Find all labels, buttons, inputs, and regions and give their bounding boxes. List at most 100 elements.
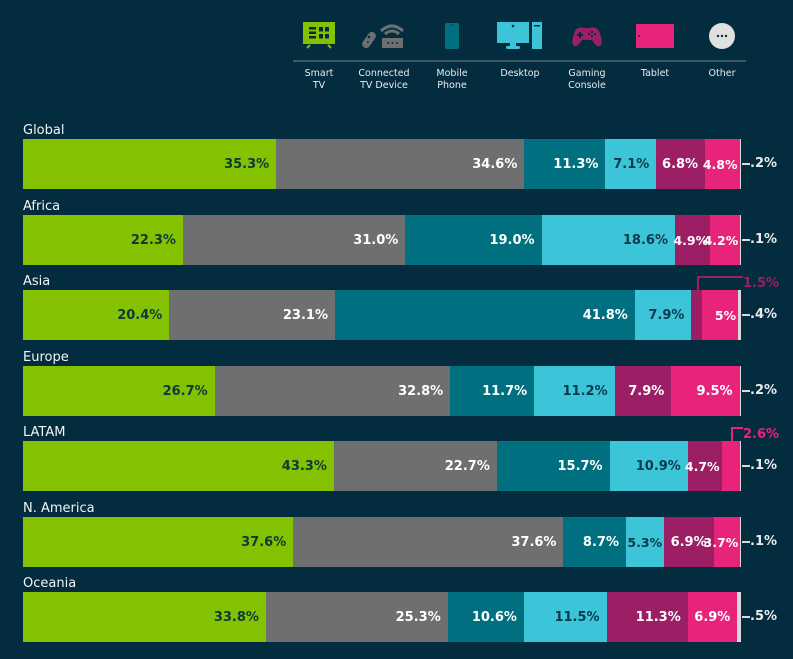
other-value-label: .2% <box>750 383 778 398</box>
bar-segment-tablet <box>721 441 741 491</box>
data-label: 7.9% <box>628 383 665 399</box>
data-label: 11.2% <box>562 383 608 399</box>
bar-segment-connected-tv-device: 34.6% <box>276 139 525 189</box>
data-label: 43.3% <box>281 458 327 474</box>
legend-label: Smart TV <box>304 68 334 91</box>
bar-segment-gaming-console: 6.9% <box>664 517 714 567</box>
bar-row-latam: 43.3% 22.7% 15.7% 10.9% 4.7% <box>23 441 741 491</box>
data-label: 11.7% <box>482 383 528 399</box>
other-leader-tick <box>742 616 750 618</box>
tablet-icon <box>620 18 690 54</box>
data-label: 37.6% <box>511 534 557 550</box>
data-label: 32.8% <box>398 383 444 399</box>
bar-segment-mobile-phone: 19.0% <box>405 215 542 265</box>
bar-row-oceania: 33.8% 25.3% 10.6% 11.5% 11.3% 6.9% <box>23 592 741 642</box>
other-leader-tick <box>742 314 750 316</box>
other-leader-tick <box>742 390 750 392</box>
bar-segment-desktop: 11.2% <box>534 366 615 416</box>
region-label-asia: Asia <box>23 274 51 289</box>
data-label: 4.9% <box>673 232 709 248</box>
bar-segment-connected-tv-device: 22.7% <box>333 441 497 491</box>
bar-segment-connected-tv-device: 25.3% <box>265 592 448 642</box>
data-label: 33.8% <box>213 609 259 625</box>
data-label: 4.2% <box>703 232 739 248</box>
other-leader-tick <box>742 541 750 543</box>
legend-item-gaming-console: Gaming Console <box>552 18 622 92</box>
data-label: 31.0% <box>353 232 399 248</box>
other-icon <box>687 18 757 54</box>
bar-segment-smart-tv: 37.6% <box>23 517 294 567</box>
data-label: 11.3% <box>635 609 681 625</box>
callout-bracket <box>730 427 743 441</box>
data-label: 6.9% <box>670 534 707 550</box>
legend-label: Other <box>708 68 736 79</box>
data-label: 18.6% <box>622 232 668 248</box>
bar-row-africa: 22.3% 31.0% 19.0% 18.6% 4.9% 4.2% <box>23 215 741 265</box>
bar-segment-tablet: 6.9% <box>687 592 738 642</box>
bar-segment-other <box>739 139 741 189</box>
bar-segment-desktop: 18.6% <box>541 215 675 265</box>
bar-segment-mobile-phone: 11.7% <box>450 366 535 416</box>
data-label: 22.3% <box>130 232 176 248</box>
other-value-label: .1% <box>750 232 778 247</box>
bar-segment-connected-tv-device: 32.8% <box>214 366 451 416</box>
bar-segment-gaming-console: 6.8% <box>656 139 706 189</box>
bar-segment-connected-tv-device: 31.0% <box>182 215 406 265</box>
legend-label: Desktop <box>500 68 540 79</box>
bar-segment-connected-tv-device: 23.1% <box>169 290 335 340</box>
data-label: 19.0% <box>489 232 535 248</box>
bar-row-n-america: 37.6% 37.6% 8.7% 5.3% 6.9% 3.7% <box>23 517 741 567</box>
data-label: 11.5% <box>554 609 600 625</box>
data-label: 15.7% <box>557 458 603 474</box>
bar-segment-smart-tv: 33.8% <box>23 592 266 642</box>
region-label-africa: Africa <box>23 199 61 214</box>
legend-item-connected-tv-device: Connected TV Device <box>349 18 419 92</box>
bar-segment-gaming-console: 11.3% <box>606 592 688 642</box>
bar-segment-other <box>740 441 741 491</box>
data-label: 9.5% <box>696 383 733 399</box>
region-label-oceania: Oceania <box>23 576 77 591</box>
data-label: 5% <box>714 307 737 323</box>
bar-segment-mobile-phone: 15.7% <box>496 441 610 491</box>
data-label: 4.7% <box>684 458 720 474</box>
bar-segment-desktop: 7.1% <box>605 139 657 189</box>
bar-segment-tablet: 5% <box>702 290 739 340</box>
bar-segment-gaming-console <box>691 290 703 340</box>
bar-segment-smart-tv: 26.7% <box>23 366 215 416</box>
bar-segment-smart-tv: 22.3% <box>23 215 183 265</box>
legend-item-mobile-phone: Mobile Phone <box>417 18 487 92</box>
data-label: 3.7% <box>703 534 739 550</box>
legend-label: Gaming Console <box>568 68 606 91</box>
data-label: 20.4% <box>117 307 163 323</box>
bar-row-europe: 26.7% 32.8% 11.7% 11.2% 7.9% 9.5% <box>23 366 741 416</box>
mobile-phone-icon <box>417 18 487 54</box>
legend-item-tablet: Tablet <box>620 18 690 80</box>
bar-row-global: 35.3% 34.6% 11.3% 7.1% 6.8% 4.8% <box>23 139 741 189</box>
region-label-global: Global <box>23 123 65 138</box>
data-label: 26.7% <box>162 383 208 399</box>
bar-segment-connected-tv-device: 37.6% <box>293 517 564 567</box>
callout-label-latam: 2.6% <box>743 427 780 442</box>
bar-segment-tablet: 9.5% <box>671 366 740 416</box>
bar-segment-desktop: 11.5% <box>523 592 607 642</box>
legend-label: Connected TV Device <box>358 68 410 91</box>
bar-segment-desktop: 5.3% <box>625 517 665 567</box>
bar-segment-other <box>738 290 741 340</box>
data-label: 10.6% <box>471 609 517 625</box>
bar-segment-mobile-phone: 8.7% <box>563 517 626 567</box>
legend: Smart TV Connected TV Device Mo <box>293 18 746 104</box>
bar-segment-desktop: 10.9% <box>609 441 688 491</box>
data-label: 7.9% <box>648 307 685 323</box>
legend-divider <box>293 60 746 62</box>
legend-item-other: Other <box>687 18 757 80</box>
data-label: 7.1% <box>613 156 650 172</box>
bar-segment-mobile-phone: 10.6% <box>447 592 524 642</box>
callout-bracket <box>696 276 743 290</box>
bar-segment-other <box>740 517 741 567</box>
data-label: 23.1% <box>282 307 328 323</box>
region-label-europe: Europe <box>23 350 69 365</box>
bar-segment-gaming-console: 7.9% <box>614 366 672 416</box>
data-label: 25.3% <box>395 609 441 625</box>
gaming-console-icon <box>552 18 622 54</box>
